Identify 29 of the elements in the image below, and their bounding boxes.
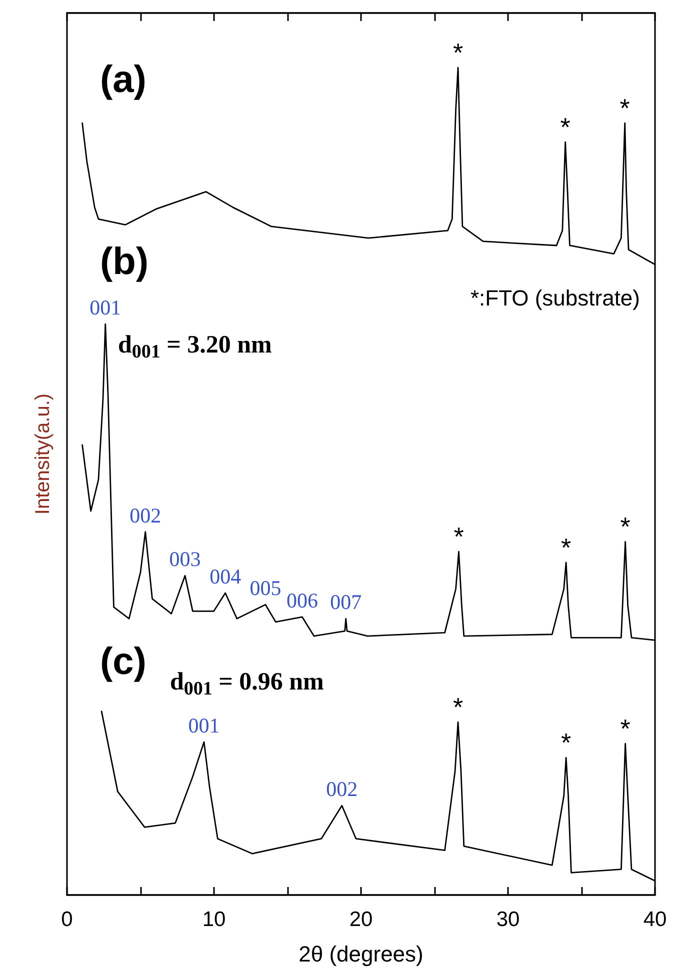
annotation: 001 <box>90 296 122 320</box>
annotation: 005 <box>250 576 282 600</box>
annotation: 003 <box>169 547 201 572</box>
annotation: * <box>452 38 464 68</box>
x-tick-label: 10 <box>202 908 226 931</box>
x-tick-label: 20 <box>349 908 373 931</box>
annotation: (c) <box>100 641 146 683</box>
x-tick-label: 0 <box>61 908 73 931</box>
x-tick-label: 30 <box>496 908 520 931</box>
x-axis-title: 2θ (degrees) <box>298 942 424 966</box>
x-tick-label: 40 <box>643 908 667 931</box>
annotation: 004 <box>210 564 242 588</box>
annotation: 002 <box>130 503 162 528</box>
annotation: (a) <box>100 59 146 101</box>
annotation: 001 <box>188 713 220 738</box>
annotation: * <box>561 728 572 758</box>
annotation: * <box>452 692 464 722</box>
annotation: *:FTO (substrate) <box>470 286 640 310</box>
annotation: (b) <box>100 241 149 283</box>
annotation: 007 <box>330 590 362 614</box>
annotation: * <box>620 512 630 542</box>
annotation: * <box>560 112 570 142</box>
annotation: * <box>454 522 464 552</box>
annotation: * <box>561 532 572 562</box>
annotation: 002 <box>326 777 358 802</box>
annotation: 006 <box>286 588 318 612</box>
annotation: * <box>620 714 630 744</box>
annotation: * <box>620 93 630 124</box>
y-axis-title: Intensity(a.u.) <box>32 393 54 515</box>
